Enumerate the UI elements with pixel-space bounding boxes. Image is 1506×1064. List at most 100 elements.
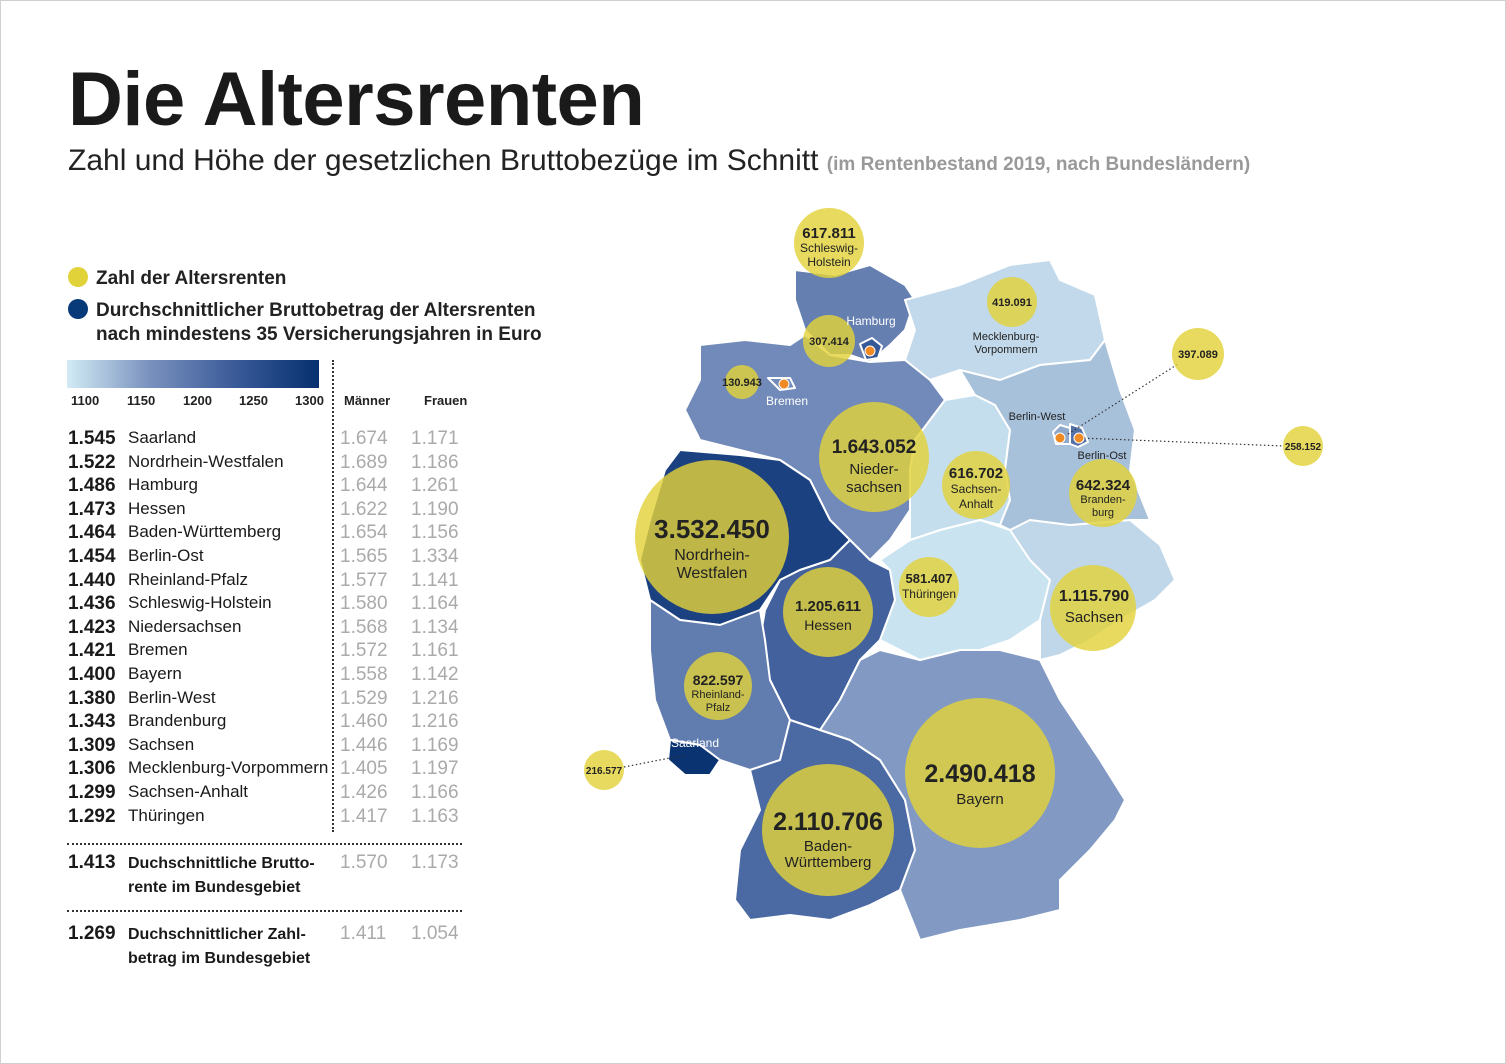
bubble-berlin-west — [1172, 328, 1224, 380]
women-value: 1.197 — [411, 758, 459, 780]
men-value: 1.405 — [340, 758, 388, 780]
state-name: Bremen — [128, 640, 188, 660]
subtitle-text: Zahl und Höhe der gesetzlichen Bruttobez… — [68, 144, 819, 177]
summary-label: Duchschnittlicher Zahl-betrag im Bundesg… — [128, 923, 310, 971]
state-name: Nordrhein-Westfalen — [128, 451, 284, 471]
avg-value: 1.454 — [68, 546, 116, 567]
summary-label-line: rente im Bundesgebiet — [128, 879, 301, 896]
women-value: 1.164 — [411, 593, 459, 615]
men-value: 1.417 — [340, 805, 388, 827]
state-name: Brandenburg — [128, 711, 227, 731]
label-nordrhein-westfalen: Westfalen — [677, 565, 748, 582]
label-brandenburg: burg — [1092, 507, 1114, 519]
count-brandenburg: 642.324 — [1076, 477, 1131, 494]
avg-value: 1.380 — [68, 687, 116, 709]
label-nordrhein-westfalen: Nordrhein- — [674, 547, 750, 564]
count-hessen: 1.205.611 — [795, 598, 861, 615]
label-niedersachsen: sachsen — [846, 479, 902, 496]
state-name: Hessen — [128, 498, 186, 518]
label-baden-wuerttemberg: Württemberg — [785, 854, 872, 871]
city-marker-hamburg — [864, 345, 876, 357]
men-value: 1.622 — [340, 498, 388, 520]
bubble-sachsen — [1050, 565, 1136, 651]
avg-value: 1.400 — [68, 664, 116, 685]
avg-value: 1.522 — [68, 451, 116, 473]
city-marker-berlin-ost — [1073, 432, 1085, 444]
state-name: Rheinland-Pfalz — [128, 569, 249, 589]
scale-tick: 1300 — [295, 393, 324, 408]
legend-amount-label-1: Durchschnittlicher Bruttobetrag der Alte… — [96, 300, 536, 321]
state-name: Thüringen — [128, 805, 205, 825]
page-subtitle: Zahl und Höhe der gesetzlichen Bruttobez… — [68, 144, 1250, 178]
count-bremen: 130.943 — [722, 377, 762, 389]
women-value: 1.163 — [411, 805, 459, 827]
men-value: 1.565 — [340, 546, 388, 567]
count-berlin-ost: 258.152 — [1285, 442, 1322, 453]
count-rheinland-pfalz: 822.597 — [693, 672, 744, 688]
label-mecklenburg-vorpommern: Vorpommern — [975, 344, 1038, 356]
label-hamburg: Hamburg — [846, 314, 895, 328]
label-sachsen: Sachsen — [1065, 609, 1123, 626]
bubble-mecklenburg-vorpommern — [987, 277, 1037, 327]
men-value: 1.460 — [340, 711, 388, 733]
count-niedersachsen: 1.643.052 — [832, 437, 917, 458]
state-name: Sachsen — [128, 734, 195, 754]
summary-label-line: Duchschnittliche Brutto- — [128, 855, 315, 872]
bubble-nordrhein-westfalen — [635, 460, 789, 614]
label-berlin-ost: Berlin-Ost — [1078, 450, 1127, 462]
label-thueringen: Thüringen — [902, 587, 956, 601]
men-value: 1.529 — [340, 687, 388, 709]
summary-label-line: betrag im Bundesgebiet — [128, 950, 311, 967]
men-value: 1.572 — [340, 640, 388, 662]
state-name: Baden-Württemberg — [128, 522, 282, 542]
color-scale-bar — [67, 360, 319, 388]
women-value: 1.142 — [411, 664, 459, 685]
label-rheinland-pfalz: Rheinland- — [691, 689, 745, 701]
state-name: Sachsen-Anhalt — [128, 782, 249, 801]
avg-value: 1.421 — [68, 640, 116, 662]
count-mecklenburg-vorpommern: 419.091 — [992, 297, 1032, 309]
state-name: Saarland — [128, 428, 197, 447]
women-value: 1.134 — [411, 616, 459, 638]
avg-value: 1.473 — [68, 498, 116, 520]
avg-value: 1.440 — [68, 569, 116, 591]
column-divider — [332, 360, 334, 832]
divider — [67, 910, 462, 912]
label-niedersachsen: Nieder- — [849, 461, 898, 478]
city-marker-berlin-west — [1054, 432, 1066, 444]
women-value: 1.156 — [411, 522, 459, 544]
state-name: Niedersachsen — [128, 616, 242, 636]
bubble-sachsen-anhalt — [942, 451, 1010, 519]
city-marker-bremen — [778, 378, 790, 390]
summary-men: 1.570 — [340, 852, 388, 873]
label-hessen: Hessen — [804, 617, 851, 633]
legend-count-label: Zahl der Altersrenten — [96, 268, 287, 289]
men-value: 1.644 — [340, 475, 388, 497]
women-value: 1.171 — [411, 428, 459, 449]
men-value: 1.558 — [340, 664, 388, 685]
bubble-saarland — [584, 750, 624, 790]
men-value: 1.689 — [340, 451, 388, 473]
scale-tick: 1100 — [71, 393, 100, 408]
label-schleswig-holstein: Schleswig- — [800, 241, 858, 255]
women-value: 1.334 — [411, 546, 459, 567]
page-title: Die Altersrenten — [68, 57, 645, 142]
bubble-schleswig-holstein — [794, 208, 864, 278]
count-baden-wuerttemberg: 2.110.706 — [773, 808, 883, 836]
men-value: 1.580 — [340, 593, 388, 615]
summary-men: 1.411 — [340, 923, 387, 944]
legend-amount-label-2: nach mindestens 35 Versicherungsjahren i… — [96, 324, 542, 345]
label-saarland: Saarland — [671, 736, 719, 750]
scale-tick: 1200 — [183, 393, 212, 408]
label-brandenburg: Branden- — [1080, 494, 1126, 506]
avg-value: 1.343 — [68, 711, 116, 733]
men-value: 1.446 — [340, 734, 388, 756]
women-value: 1.161 — [411, 640, 459, 662]
women-value: 1.141 — [411, 569, 459, 591]
men-value: 1.674 — [340, 428, 388, 449]
label-mecklenburg-vorpommern: Mecklenburg- — [973, 331, 1040, 343]
bubble-niedersachsen — [819, 402, 929, 512]
summary-women: 1.173 — [411, 852, 459, 873]
women-value: 1.166 — [411, 782, 459, 803]
